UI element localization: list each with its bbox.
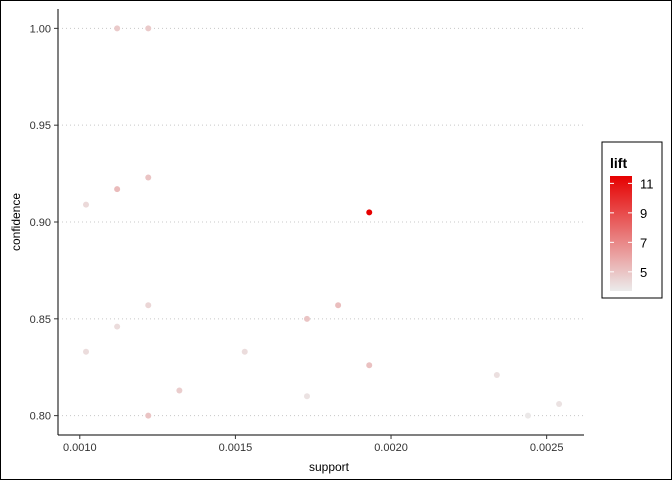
legend: lift 11 9 7 5 xyxy=(601,141,663,299)
legend-breaks: 11 9 7 5 xyxy=(610,176,654,280)
data-point xyxy=(241,348,248,355)
data-point xyxy=(145,174,152,181)
y-tick-label: 0.95 xyxy=(30,120,51,132)
data-point xyxy=(114,25,121,32)
data-point xyxy=(145,25,152,32)
data-point xyxy=(83,201,90,208)
y-tick-label: 1.00 xyxy=(30,23,51,35)
data-point xyxy=(556,401,563,408)
data-point xyxy=(524,412,531,419)
x-tick-label: 0.0010 xyxy=(63,442,97,454)
legend-break-label: 11 xyxy=(640,176,654,191)
y-tick-label: 0.90 xyxy=(30,217,51,229)
data-point xyxy=(83,348,90,355)
data-point xyxy=(303,315,310,322)
data-point xyxy=(366,362,373,369)
data-point xyxy=(114,323,121,330)
y-axis-title: confidence xyxy=(9,193,23,251)
data-point xyxy=(145,302,152,309)
y-tick-label: 0.80 xyxy=(30,411,51,423)
x-axis-ticks: 0.0010 0.0015 0.0020 0.0025 xyxy=(63,435,564,454)
grid-lines xyxy=(58,27,584,417)
legend-break-label: 7 xyxy=(640,235,647,250)
legend-title: lift xyxy=(610,155,627,171)
legend-colorbar xyxy=(610,176,632,291)
x-tick-label: 0.0015 xyxy=(219,442,253,454)
data-points xyxy=(83,25,563,419)
x-tick-label: 0.0025 xyxy=(530,442,564,454)
data-point xyxy=(176,387,183,394)
legend-break-label: 5 xyxy=(640,265,647,280)
legend-break-label: 9 xyxy=(640,206,647,221)
data-point xyxy=(335,302,342,309)
data-point xyxy=(303,393,310,400)
x-axis-title: support xyxy=(309,460,350,474)
data-point xyxy=(493,371,500,378)
data-point xyxy=(145,412,152,419)
y-axis-ticks: 0.80 0.85 0.90 0.95 1.00 xyxy=(30,23,58,423)
x-tick-label: 0.0020 xyxy=(374,442,408,454)
data-point xyxy=(366,209,373,216)
data-point xyxy=(114,186,121,193)
y-tick-label: 0.85 xyxy=(30,314,51,326)
